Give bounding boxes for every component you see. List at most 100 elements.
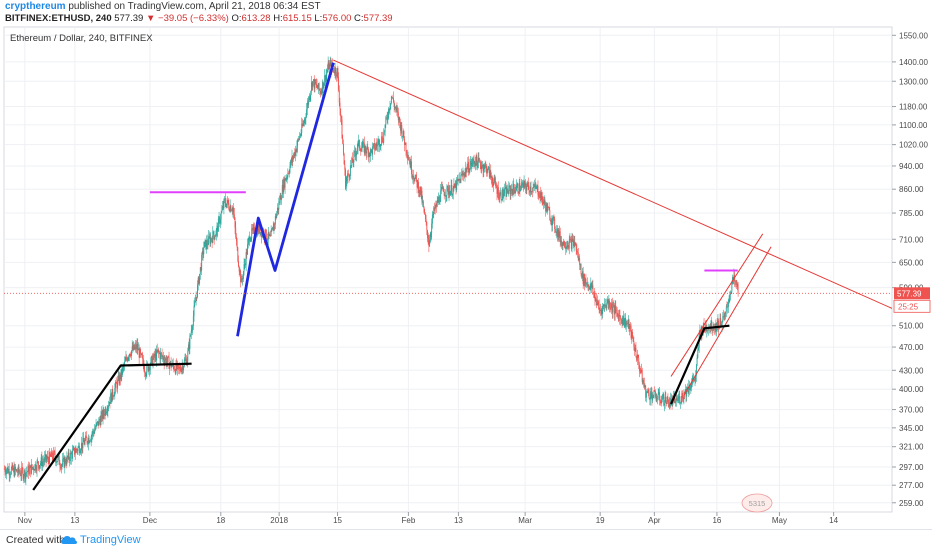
candle-down: [270, 234, 271, 237]
candle-down: [266, 239, 268, 241]
candle-up: [356, 151, 358, 156]
candle-down: [522, 183, 524, 188]
candle-down: [231, 210, 233, 212]
candle-down: [198, 277, 200, 284]
candle-down: [343, 154, 345, 165]
candle-down: [468, 161, 469, 173]
candle-up: [128, 356, 130, 358]
candle-up: [452, 194, 453, 196]
candle-down: [619, 315, 621, 317]
candle-up: [46, 456, 48, 459]
candle-up: [176, 363, 178, 370]
candle-down: [315, 79, 317, 84]
candle-up: [722, 316, 724, 322]
candle-up: [587, 284, 589, 286]
candle-up: [312, 81, 314, 87]
candle-up: [689, 388, 691, 390]
candle-up: [81, 442, 82, 451]
candle-up: [446, 185, 448, 196]
candle-up: [666, 396, 668, 405]
candle-up: [545, 203, 547, 212]
candle-up: [412, 176, 414, 178]
candle-down: [616, 310, 618, 314]
candle-down: [626, 322, 628, 324]
candle-up: [653, 390, 655, 398]
candle-up: [489, 170, 491, 178]
candle-up: [702, 323, 704, 332]
candle-down: [52, 457, 54, 460]
candle-up: [226, 199, 228, 204]
candle-up: [422, 201, 424, 203]
candle-up: [40, 463, 41, 466]
author-link[interactable]: crypthereum: [5, 1, 66, 12]
candle-up: [646, 391, 648, 393]
candle-down: [342, 138, 344, 144]
candle-down: [502, 188, 504, 197]
candle-down: [517, 183, 519, 193]
candle-down: [564, 247, 566, 248]
candle-up: [472, 158, 474, 163]
candle-up: [414, 177, 416, 182]
candle-down: [307, 103, 309, 105]
candle-up: [125, 357, 127, 361]
candle-up: [402, 136, 403, 137]
candle-up: [20, 475, 22, 476]
candle-down: [126, 358, 128, 361]
candle-up: [358, 139, 360, 142]
candle-up: [731, 283, 733, 292]
candle-down: [339, 102, 341, 109]
candle-up: [58, 456, 59, 458]
candle-down: [625, 317, 626, 328]
candle-up: [324, 75, 326, 84]
candle-down: [479, 160, 481, 162]
candle-up: [190, 330, 192, 336]
candle-up: [435, 203, 437, 208]
candle-down: [397, 112, 399, 121]
candle-up: [286, 177, 287, 181]
candle-down: [292, 156, 294, 160]
candle-down: [537, 185, 539, 196]
candle-up: [193, 305, 195, 316]
candle-down: [155, 353, 157, 361]
candle-up: [387, 117, 389, 119]
candle-up: [375, 143, 377, 148]
candle-up: [195, 297, 197, 302]
candle-up: [611, 303, 613, 309]
candle-up: [541, 192, 542, 201]
candle-down: [381, 136, 383, 142]
candle-up: [461, 174, 462, 175]
candle-down: [382, 141, 384, 143]
black-wave: [32, 362, 192, 491]
candle-up: [695, 375, 697, 378]
candle-down: [294, 152, 296, 156]
candle-down: [639, 370, 641, 372]
candle-down: [588, 284, 590, 288]
candle-up: [223, 199, 225, 209]
candle-down: [437, 200, 439, 203]
candle-down: [682, 398, 684, 400]
price-chart[interactable]: 1550.00 1400.00 1300.00 1180.00 1100.00 1020.…: [0, 0, 932, 529]
candle-up: [300, 132, 302, 136]
candle-up: [210, 237, 212, 244]
candle-down: [559, 231, 561, 242]
y-tick-label: 1550.00: [899, 31, 928, 40]
tradingview-brand[interactable]: TradingView: [80, 534, 141, 546]
candle-down: [87, 442, 89, 445]
candle-down: [317, 87, 319, 89]
candle-up: [453, 183, 455, 188]
candle-down: [63, 457, 65, 468]
y-tick-label: 259.00: [899, 499, 924, 508]
candle-down: [684, 391, 686, 394]
candle-up: [388, 108, 390, 118]
candle-down: [140, 349, 141, 354]
candle-up: [430, 233, 432, 237]
candle-down: [669, 403, 671, 406]
candle-down: [645, 385, 647, 398]
candle-up: [657, 398, 658, 399]
candle-down: [415, 174, 417, 180]
candle-down: [568, 245, 570, 249]
candle-up: [618, 315, 620, 321]
candle-down: [443, 187, 444, 192]
candle-down: [5, 472, 7, 475]
candle-up: [454, 183, 456, 188]
